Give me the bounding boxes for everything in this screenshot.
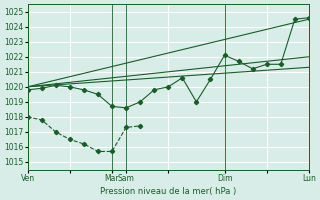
- X-axis label: Pression niveau de la mer( hPa ): Pression niveau de la mer( hPa ): [100, 187, 236, 196]
